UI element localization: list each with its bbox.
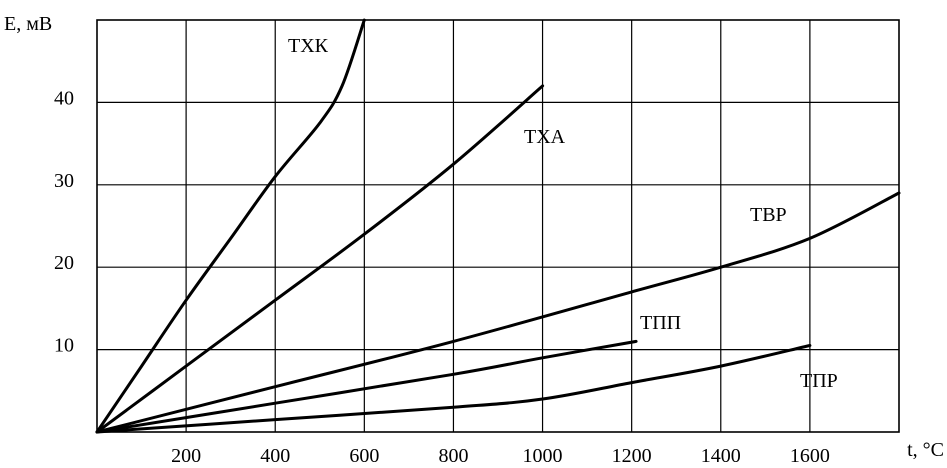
y-axis-label: E, мВ	[4, 13, 52, 35]
series-line-4	[95, 339, 638, 434]
series-label-1: ТХК	[288, 35, 329, 57]
series-label-5: ТПР	[800, 370, 838, 392]
tick-labels: 200 400 600 800 1000 1200 1400 1600 10 20 30 40	[54, 87, 830, 467]
x-tick-label-200: 200	[171, 445, 201, 467]
series-label-3: ТВР	[750, 204, 787, 226]
series-labels: ТХК ТХА ТВР ТПП ТПР	[288, 35, 838, 392]
series-line-2	[95, 84, 545, 434]
x-axis-label: t, °C	[907, 439, 944, 461]
x-tick-label-1000: 1000	[523, 445, 563, 467]
series-label-4: ТПП	[640, 312, 681, 334]
x-tick-label-1600: 1600	[790, 445, 830, 467]
grid	[97, 20, 899, 432]
x-tick-label-1200: 1200	[612, 445, 652, 467]
x-tick-label-600: 600	[349, 445, 379, 467]
x-tick-label-400: 400	[260, 445, 290, 467]
x-tick-label-1400: 1400	[701, 445, 741, 467]
y-tick-label-40: 40	[54, 87, 74, 109]
series-line-5	[95, 344, 812, 434]
series-line-1	[95, 18, 366, 434]
x-tick-label-800: 800	[438, 445, 468, 467]
series-lines	[95, 18, 901, 434]
y-tick-label-30: 30	[54, 170, 74, 192]
plot-frame	[96, 19, 900, 433]
series-line-3	[95, 191, 901, 434]
y-tick-label-20: 20	[54, 252, 74, 274]
series-label-2: ТХА	[524, 126, 566, 148]
y-tick-label-10: 10	[54, 335, 74, 357]
